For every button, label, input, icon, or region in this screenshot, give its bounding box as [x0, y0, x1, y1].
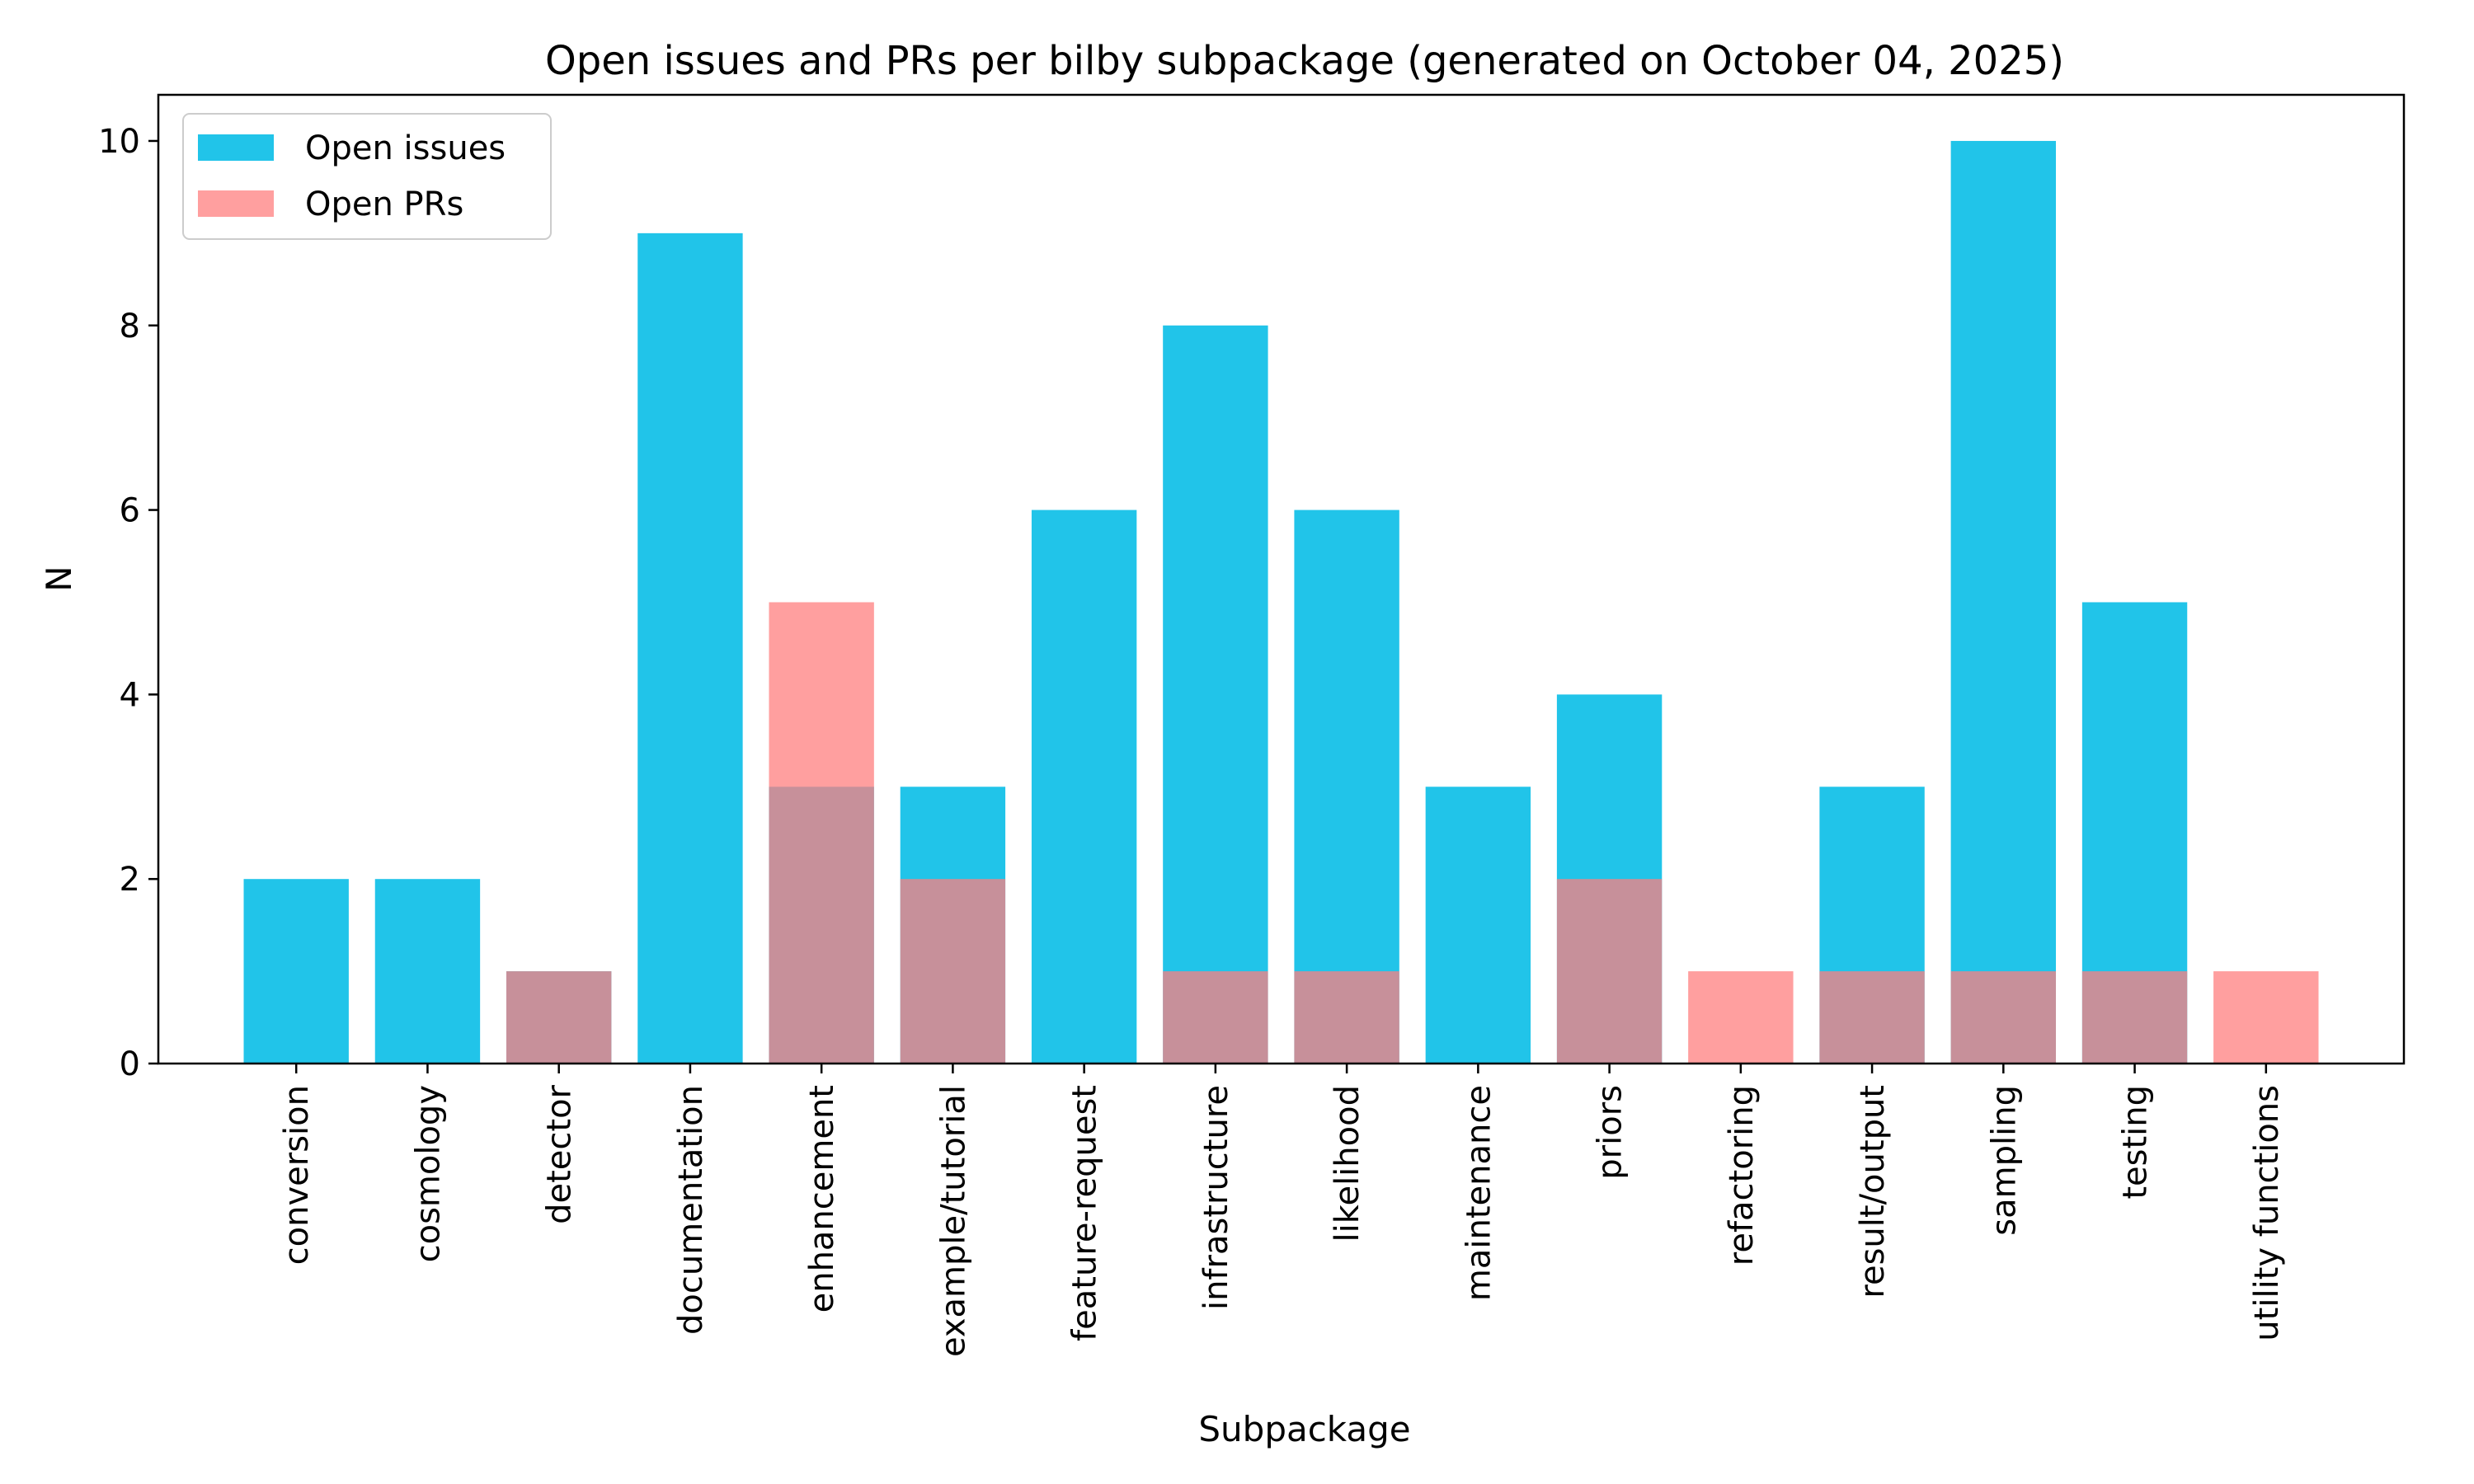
y-axis-label: N — [39, 566, 79, 591]
legend-label-open-issues: Open issues — [305, 129, 506, 167]
y-tick-label: 10 — [98, 123, 140, 161]
x-tick-label-refactoring: refactoring — [1723, 1085, 1761, 1266]
x-tick-label-utility-functions: utility functions — [2248, 1085, 2286, 1341]
bar-open-issues-feature-request — [1031, 510, 1137, 1064]
x-tick-label-sampling: sampling — [1985, 1085, 2023, 1236]
y-tick-label: 8 — [120, 308, 140, 345]
x-tick-label-result-output: result/output — [1854, 1085, 1892, 1298]
bar-open-prs-testing — [2081, 971, 2188, 1064]
bar-open-prs-example-tutorial — [900, 879, 1006, 1064]
x-tick-label-priors: priors — [1592, 1085, 1630, 1180]
legend: Open issues Open PRs — [182, 113, 552, 240]
legend-swatch-open-prs — [198, 190, 274, 217]
bar-open-issues-sampling — [1950, 140, 2057, 1064]
x-tick-label-cosmology: cosmology — [409, 1085, 447, 1262]
bar-open-issues-documentation — [637, 232, 743, 1064]
x-tick-label-maintenance: maintenance — [1460, 1085, 1498, 1301]
bar-open-issues-conversion — [243, 879, 349, 1064]
bars-group — [243, 140, 2319, 1064]
y-tick-label: 0 — [120, 1045, 140, 1083]
bar-open-prs-utility-functions — [2213, 971, 2319, 1064]
plot-frame — [157, 93, 2406, 1065]
bar-open-prs-priors — [1556, 879, 1663, 1064]
bar-open-prs-refactoring — [1688, 971, 1794, 1064]
y-tick-label: 4 — [120, 676, 140, 714]
x-tick-label-example-tutorial: example/tutorial — [934, 1085, 972, 1357]
bar-open-issues-cosmology — [374, 879, 481, 1064]
x-axis: conversion cosmology detector documentation… — [278, 1064, 2286, 1357]
bar-open-prs-infrastructure — [1163, 971, 1268, 1064]
legend-frame — [182, 113, 552, 240]
chart-title: Open issues and PRs per bilby subpackage… — [545, 38, 2064, 84]
bar-open-prs-enhancement — [769, 602, 874, 1064]
bar-open-issues-maintenance — [1425, 787, 1531, 1064]
x-axis-label: Subpackage — [1198, 1409, 1410, 1449]
legend-label-open-prs: Open PRs — [305, 186, 463, 223]
y-tick-label: 2 — [120, 861, 140, 899]
legend-swatch-open-issues — [198, 134, 274, 161]
y-axis: 0 2 4 6 8 10 — [98, 123, 158, 1083]
x-tick-label-documentation: documentation — [672, 1085, 710, 1335]
x-tick-label-likelihood: likelihood — [1329, 1085, 1366, 1242]
bar-open-prs-sampling — [1950, 971, 2057, 1064]
bar-open-issues-infrastructure — [1163, 325, 1268, 1064]
bar-open-prs-detector — [506, 971, 612, 1064]
x-tick-label-detector: detector — [541, 1084, 579, 1223]
y-tick-label: 6 — [120, 492, 140, 530]
x-tick-label-conversion: conversion — [278, 1085, 316, 1265]
x-tick-label-testing: testing — [2117, 1085, 2155, 1200]
bar-open-prs-likelihood — [1294, 971, 1399, 1064]
x-tick-label-infrastructure: infrastructure — [1197, 1085, 1235, 1310]
bar-open-issues-likelihood — [1294, 510, 1399, 1064]
x-tick-label-feature-request: feature-request — [1066, 1085, 1104, 1341]
x-tick-label-enhancement: enhancement — [803, 1085, 841, 1313]
bar-open-prs-result-output — [1819, 971, 1925, 1064]
